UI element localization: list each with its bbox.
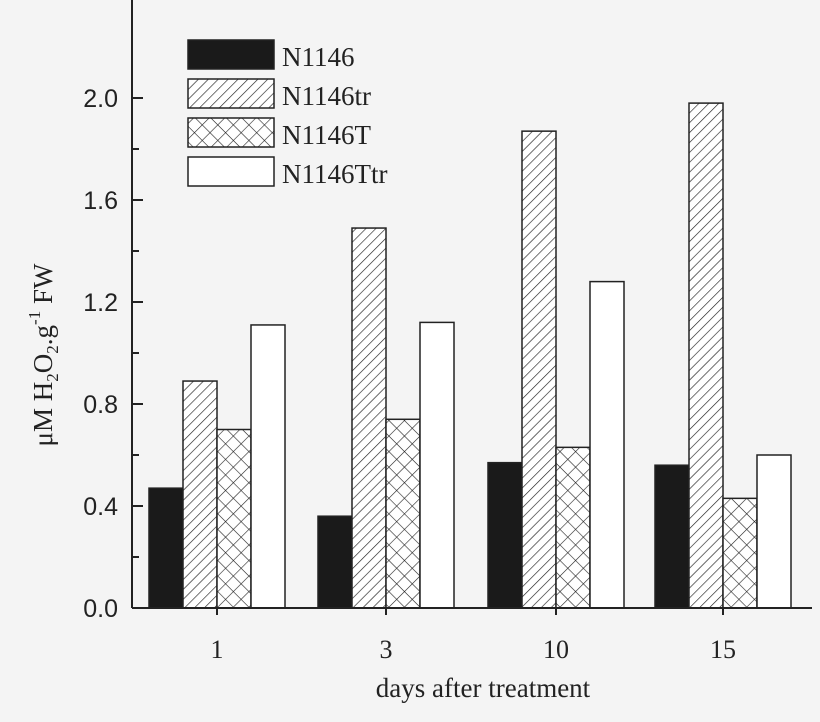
y-tick-label: 1.6 <box>83 187 118 215</box>
legend-swatch-N1146Ttr <box>187 156 275 187</box>
legend-swatch-N1146T <box>187 117 275 148</box>
bar-N1146T-day-3 <box>385 418 421 609</box>
legend-swatch-N1146tr <box>187 78 275 109</box>
bar-N1146-day-1 <box>148 487 184 609</box>
y-tick-label: 0.4 <box>83 493 118 521</box>
y-tick-label: 0.0 <box>83 595 118 623</box>
y-tick-label: 1.2 <box>83 289 118 317</box>
bar-N1146tr-day-10 <box>521 130 557 609</box>
bar-N1146-day-15 <box>654 464 690 609</box>
x-tick-label: 3 <box>380 635 393 664</box>
y-tick-label: 2.0 <box>83 85 118 113</box>
x-tick-label: 10 <box>543 635 569 664</box>
bar-N1146T-day-15 <box>722 497 758 609</box>
bar-N1146-day-10 <box>487 461 523 609</box>
legend-swatch-N1146 <box>187 39 275 70</box>
bar-N1146Ttr-day-10 <box>589 280 625 609</box>
x-tick-label: 15 <box>710 635 736 664</box>
bar-N1146T-day-10 <box>555 446 591 609</box>
bar-N1146tr-day-3 <box>351 227 387 609</box>
bar-N1146T-day-1 <box>216 428 252 609</box>
bar-N1146Ttr-day-15 <box>756 454 792 609</box>
x-axis-label: days after treatment <box>376 673 591 703</box>
y-tick-label: 0.8 <box>83 391 118 419</box>
legend-label: N1146Ttr <box>282 159 387 189</box>
bar-N1146Ttr-day-1 <box>250 324 286 609</box>
legend-label: N1146 <box>282 42 355 72</box>
bar-N1146tr-day-1 <box>182 380 218 609</box>
x-tick-label: 1 <box>211 635 224 664</box>
bar-N1146tr-day-15 <box>688 102 724 609</box>
y-axis-label: μM H2O2.g-1 FW <box>25 263 62 446</box>
legend-label: N1146T <box>282 120 371 150</box>
bar-N1146-day-3 <box>317 515 353 609</box>
bar-N1146Ttr-day-3 <box>419 321 455 609</box>
legend-label: N1146tr <box>282 81 371 111</box>
